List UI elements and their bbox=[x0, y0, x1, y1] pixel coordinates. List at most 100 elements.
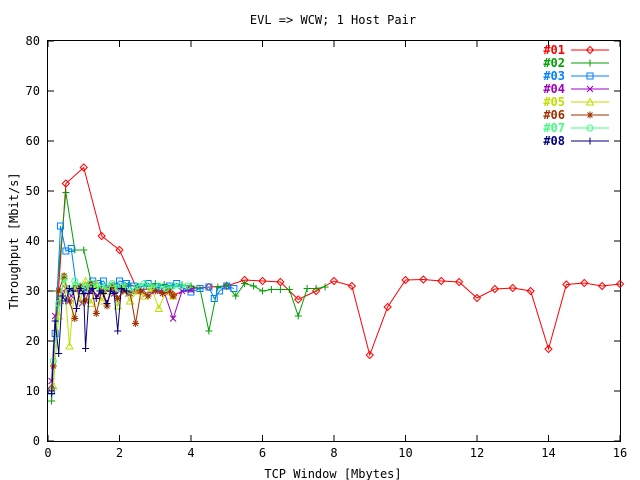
data-point-square bbox=[230, 285, 238, 292]
data-point-square bbox=[187, 288, 195, 296]
data-point-diamond bbox=[347, 281, 357, 291]
data-point-diamond bbox=[311, 286, 321, 296]
data-point-plus bbox=[205, 327, 213, 335]
data-point-x bbox=[169, 315, 177, 322]
data-point-triangle bbox=[147, 283, 157, 292]
data-point-square bbox=[99, 277, 107, 285]
data-point-plus bbox=[51, 317, 59, 325]
series-line bbox=[51, 287, 192, 382]
data-point-diamond bbox=[401, 275, 410, 285]
data-point-diamond bbox=[294, 295, 303, 304]
data-point-plus bbox=[241, 280, 249, 287]
data-point-circle bbox=[71, 277, 79, 285]
y-tick-label: 70 bbox=[26, 84, 40, 98]
data-point-diamond bbox=[61, 179, 71, 188]
data-point-diamond bbox=[115, 245, 124, 255]
data-point-circle bbox=[60, 275, 68, 282]
series-line bbox=[52, 276, 188, 362]
series-line bbox=[51, 287, 127, 394]
data-point-star bbox=[586, 111, 594, 119]
y-tick-label: 30 bbox=[26, 284, 40, 298]
y-tick-label: 0 bbox=[33, 434, 40, 448]
data-point-plus bbox=[82, 345, 90, 352]
legend-label: #05 bbox=[543, 95, 565, 109]
data-point-diamond bbox=[437, 276, 446, 286]
data-point-diamond bbox=[79, 163, 88, 172]
series-08 bbox=[48, 285, 131, 397]
legend-label: #08 bbox=[543, 134, 565, 148]
data-point-triangle bbox=[154, 303, 164, 312]
legend-entry: #05 bbox=[543, 95, 609, 109]
data-point-circle bbox=[176, 282, 184, 290]
x-tick-label: 12 bbox=[470, 446, 484, 460]
data-point-circle bbox=[155, 282, 163, 290]
data-point-circle bbox=[133, 282, 141, 290]
data-point-plus bbox=[48, 397, 56, 405]
data-point-plus bbox=[267, 286, 275, 293]
data-point-plus bbox=[71, 246, 79, 254]
chart-title: EVL => WCW; 1 Host Pair bbox=[250, 13, 416, 27]
data-point-plus bbox=[85, 290, 93, 297]
series-line bbox=[52, 274, 174, 367]
data-point-star bbox=[137, 287, 145, 295]
data-point-diamond bbox=[526, 286, 535, 296]
legend-label: #04 bbox=[543, 82, 565, 96]
data-point-diamond bbox=[597, 281, 607, 291]
data-point-square bbox=[205, 283, 213, 291]
data-point-star bbox=[119, 287, 127, 295]
x-tick-label: 6 bbox=[259, 446, 266, 460]
x-tick-label: 4 bbox=[187, 446, 194, 460]
x-tick-label: 0 bbox=[44, 446, 51, 460]
data-point-star bbox=[82, 297, 90, 305]
data-point-star bbox=[144, 292, 152, 300]
legend-label: #02 bbox=[543, 56, 565, 70]
data-point-triangle bbox=[65, 341, 74, 350]
data-point-square bbox=[586, 72, 594, 80]
data-point-plus bbox=[303, 285, 311, 292]
legend-entry: #01 bbox=[543, 43, 609, 57]
data-point-plus bbox=[55, 350, 63, 357]
data-point-diamond bbox=[472, 293, 482, 303]
data-point-star bbox=[132, 320, 140, 327]
data-point-plus bbox=[114, 327, 122, 335]
data-point-plus bbox=[65, 285, 73, 292]
data-point-plus bbox=[232, 292, 240, 300]
data-point-star bbox=[55, 287, 63, 295]
data-point-circle bbox=[586, 124, 594, 132]
series-layer bbox=[47, 163, 625, 405]
x-tick-label: 16 bbox=[613, 446, 627, 460]
data-point-triangle bbox=[585, 97, 595, 106]
data-point-plus bbox=[62, 297, 70, 305]
data-point-plus bbox=[214, 283, 222, 291]
series-01 bbox=[47, 163, 625, 393]
y-tick-label: 80 bbox=[26, 34, 40, 48]
legend-entry: #04 bbox=[543, 82, 609, 96]
data-point-plus bbox=[103, 300, 111, 307]
data-point-plus bbox=[69, 287, 77, 295]
data-point-star bbox=[114, 295, 122, 302]
data-point-plus bbox=[48, 390, 56, 397]
legend-label: #01 bbox=[543, 43, 565, 57]
data-point-diamond bbox=[580, 278, 589, 288]
data-point-circle bbox=[162, 285, 170, 292]
plot-frame bbox=[47, 40, 621, 442]
data-point-triangle bbox=[86, 298, 96, 307]
data-point-plus bbox=[285, 286, 293, 293]
data-point-plus bbox=[99, 290, 107, 297]
data-point-plus bbox=[58, 292, 66, 300]
data-point-plus bbox=[107, 287, 115, 295]
data-point-diamond bbox=[490, 284, 500, 294]
data-point-square bbox=[210, 295, 218, 302]
data-point-square bbox=[216, 287, 224, 295]
data-point-plus bbox=[73, 305, 81, 312]
data-point-circle bbox=[108, 280, 116, 287]
data-point-triangle bbox=[81, 276, 90, 285]
legend-entry: #02 bbox=[543, 56, 609, 70]
data-point-diamond bbox=[97, 231, 106, 241]
data-point-plus bbox=[76, 285, 84, 292]
data-point-plus bbox=[62, 189, 70, 196]
data-point-plus bbox=[586, 137, 594, 145]
data-point-diamond bbox=[383, 302, 392, 312]
data-point-star bbox=[92, 310, 100, 317]
data-point-diamond bbox=[276, 277, 285, 287]
